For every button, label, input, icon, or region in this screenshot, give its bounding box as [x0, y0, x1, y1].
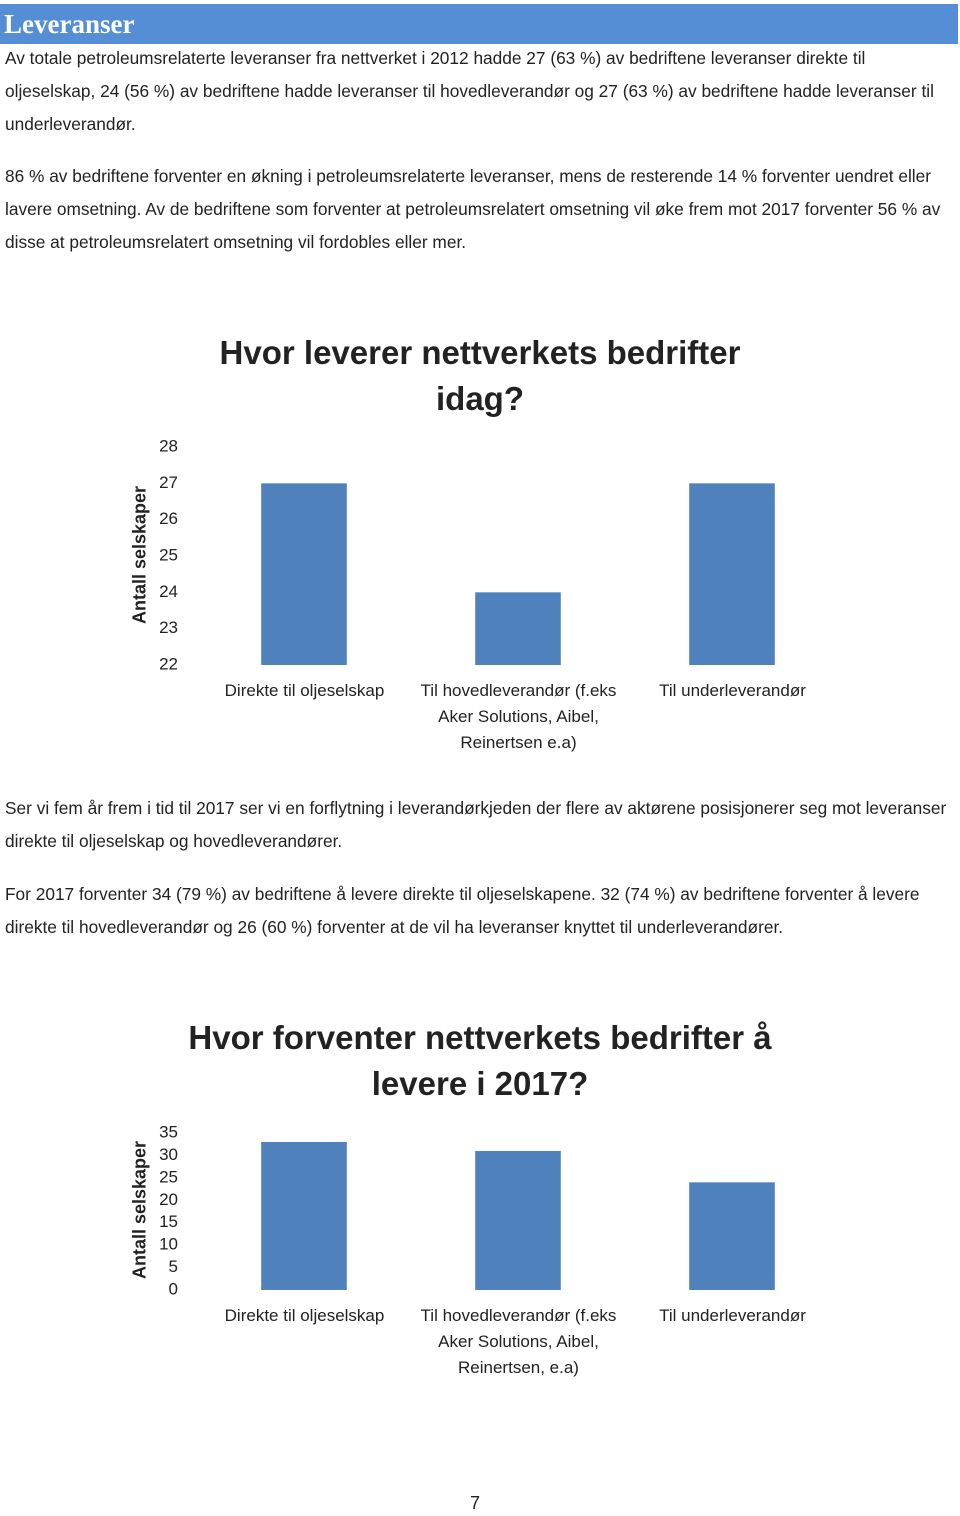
chart-title: Hvor leverer nettverkets bedrifter idag? — [219, 334, 741, 417]
y-tick-label: 25 — [159, 545, 178, 564]
bar — [261, 483, 347, 665]
y-tick-label: 10 — [159, 1235, 178, 1254]
paragraph: Ser vi fem år frem i tid til 2017 ser vi… — [5, 798, 947, 851]
y-tick-label: 25 — [159, 1167, 178, 1186]
x-tick-label: Til hovedleverandør (f.eks Aker Solution… — [420, 681, 617, 752]
y-axis-title: Antall selskaper — [129, 485, 150, 625]
y-tick-label: 20 — [159, 1190, 178, 1209]
heading: Leveranser — [0, 4, 958, 44]
y-axis-title: Antall selskaper — [129, 1140, 150, 1280]
y-tick-label: 28 — [159, 436, 178, 455]
y-tick-label: 26 — [159, 509, 178, 528]
y-tick-label: 27 — [159, 473, 178, 492]
paragraph: Av totale petroleumsrelaterte leveranser… — [5, 48, 934, 134]
bar — [689, 483, 775, 665]
bar — [261, 1141, 347, 1290]
x-tick-label: Direkte til oljeselskap — [224, 681, 385, 700]
y-tick-label: 15 — [159, 1212, 178, 1231]
paragraph: For 2017 forventer 34 (79 %) av bedrifte… — [5, 884, 920, 937]
chart-title: Hvor forventer nettverkets bedrifter å l… — [188, 1019, 772, 1102]
y-tick-label: 5 — [169, 1257, 178, 1276]
y-tick-label: 30 — [159, 1145, 178, 1164]
y-tick-label: 24 — [159, 582, 178, 601]
x-tick-label: Til underleverandør — [659, 681, 806, 700]
y-tick-label: 35 — [159, 1122, 178, 1141]
x-tick-label: Direkte til oljeselskap — [224, 1306, 385, 1325]
y-tick-label: 23 — [159, 618, 178, 637]
x-tick-label: Til underleverandør — [659, 1306, 806, 1325]
page-number: 7 — [470, 1493, 481, 1513]
bar — [475, 592, 561, 665]
bar — [475, 1150, 561, 1290]
y-tick-label: 0 — [169, 1279, 178, 1298]
bar — [689, 1182, 775, 1290]
paragraph: 86 % av bedriftene forventer en økning i… — [5, 166, 941, 252]
x-tick-label: Til hovedleverandør (f.eks Aker Solution… — [420, 1306, 617, 1377]
y-tick-label: 22 — [159, 654, 178, 673]
